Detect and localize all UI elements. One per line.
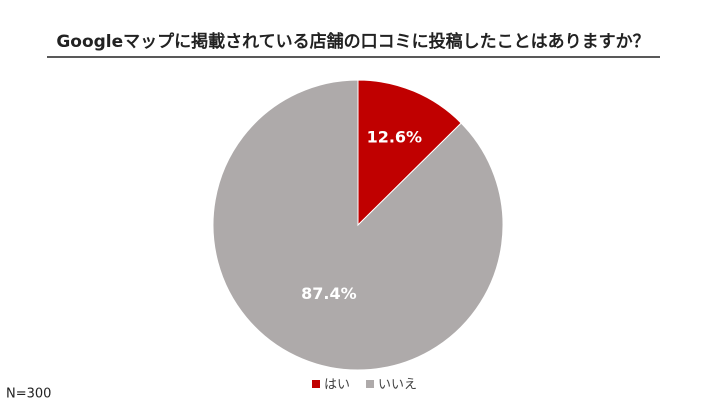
data-label: 87.4%	[301, 284, 357, 303]
chart-title: Googleマップに掲載されている店舗の口コミに投稿したことはありますか？	[56, 31, 649, 52]
pie-slice	[357, 79, 462, 227]
legend-swatch	[366, 380, 375, 388]
note: N=300	[6, 387, 51, 402]
pie-slice	[212, 79, 504, 371]
legend-swatch	[312, 380, 320, 388]
legend-label: はい	[324, 378, 350, 393]
legend-label: いいえ	[378, 378, 417, 393]
data-label: 12.6%	[367, 128, 423, 147]
